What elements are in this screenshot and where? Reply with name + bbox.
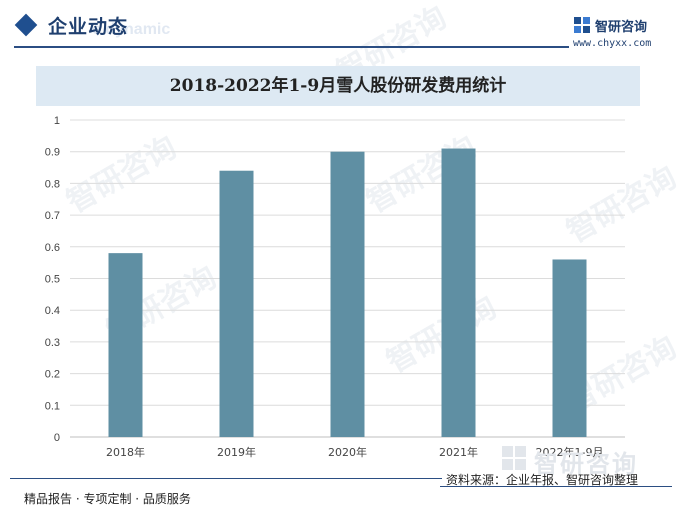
brand-url: www.chyxx.com — [573, 38, 652, 49]
brand-logo-icon — [574, 17, 590, 33]
footer-brand-name: 智研咨询 — [534, 450, 638, 478]
footer-slogan: 精品报告 · 专项定制 · 品质服务 — [24, 492, 191, 506]
section-subtitle: e dynamic — [92, 21, 171, 38]
footer-divider — [10, 478, 442, 479]
footer-logo-icon — [502, 446, 526, 470]
y-tick-label: 0.7 — [45, 210, 60, 222]
bar — [441, 148, 476, 437]
header-divider — [14, 46, 569, 48]
y-tick-label: 0.2 — [45, 369, 60, 381]
x-tick-label: 2020年 — [328, 445, 367, 459]
source-note: 资料来源：企业年报、智研咨询整理 — [446, 473, 639, 487]
chart-title: 2018-2022年1-9月雪人股份研发费用统计 — [169, 76, 507, 96]
y-tick-label: 0.3 — [45, 337, 60, 349]
y-tick-label: 0.9 — [45, 147, 60, 159]
brand: 智研咨询 www.chyxx.com — [573, 14, 683, 50]
y-tick-label: 0.1 — [45, 400, 60, 412]
chart-title-banner: 2018-2022年1-9月雪人股份研发费用统计 — [36, 66, 640, 106]
bar-chart: 0 0.1 0.2 0.3 0.4 0.5 0.6 0.7 0.8 0.9 1 2018年 2019年 2… — [45, 115, 625, 459]
bar — [330, 151, 365, 437]
x-tick-label: 2021年 — [439, 445, 478, 459]
x-tick-label: 2018年 — [106, 445, 145, 459]
brand-name: 智研咨询 — [595, 20, 648, 35]
bar — [552, 259, 587, 437]
y-tick-label: 0.8 — [45, 178, 60, 190]
page-header: e dynamic 企业动态 智研咨询 www.chyxx.com — [0, 0, 685, 52]
x-tick-label: 2022年1-9月 — [536, 445, 604, 459]
footer-brand: 智研咨询 — [500, 444, 670, 478]
y-tick-label: 0.4 — [45, 305, 60, 317]
section-title: 企业动态 — [48, 16, 129, 38]
y-tick-label: 0.5 — [45, 274, 60, 286]
footer-divider — [440, 486, 672, 487]
bar — [219, 170, 254, 437]
bar — [108, 253, 143, 437]
x-tick-label: 2019年 — [217, 445, 256, 459]
y-tick-label: 0 — [54, 432, 60, 444]
y-tick-label: 1 — [54, 115, 60, 127]
y-tick-label: 0.6 — [45, 242, 60, 254]
